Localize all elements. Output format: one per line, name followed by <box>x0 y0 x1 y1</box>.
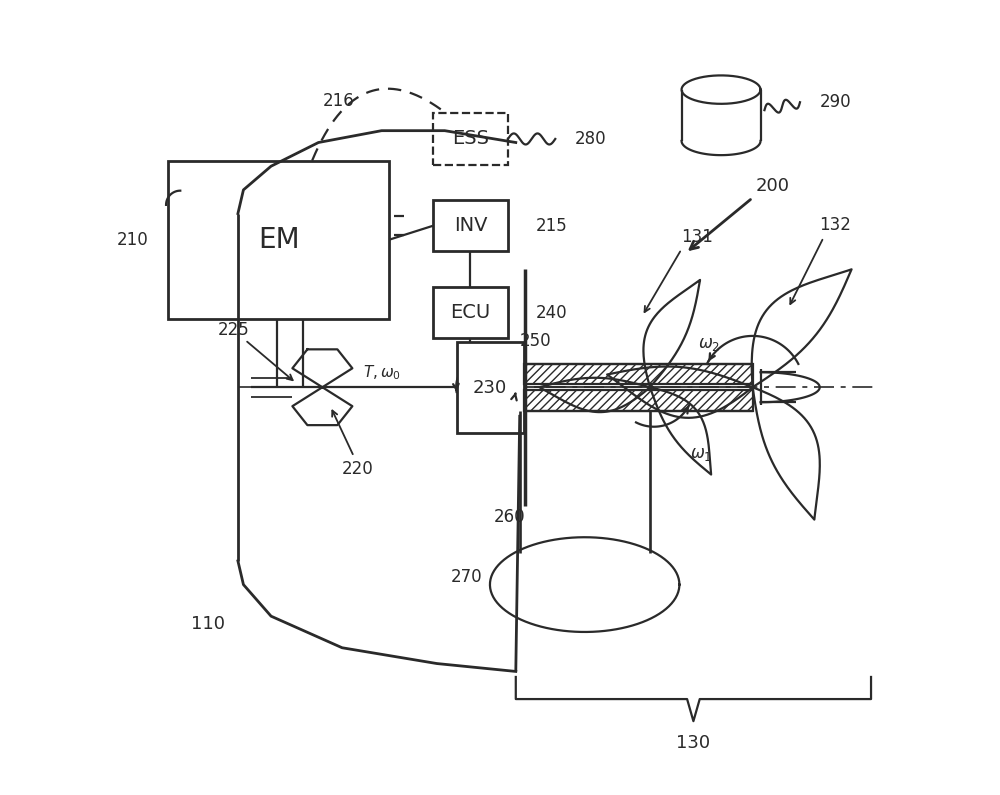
Bar <box>433 200 508 251</box>
Bar <box>524 390 753 411</box>
Text: 260: 260 <box>494 509 525 526</box>
Text: 131: 131 <box>681 228 713 246</box>
Text: 240: 240 <box>536 304 567 322</box>
Text: 216: 216 <box>322 92 354 111</box>
Bar <box>524 390 753 411</box>
Text: ESS: ESS <box>452 130 489 149</box>
Text: 200: 200 <box>755 177 789 195</box>
Bar <box>464 361 494 391</box>
Text: $\omega_1$: $\omega_1$ <box>690 445 712 463</box>
Text: 132: 132 <box>820 216 851 235</box>
Text: 280: 280 <box>575 130 607 148</box>
Text: 220: 220 <box>342 460 374 478</box>
Text: 270: 270 <box>450 568 482 586</box>
Bar <box>433 114 508 165</box>
Text: 230: 230 <box>473 378 507 397</box>
Bar <box>457 342 524 433</box>
Text: EM: EM <box>258 226 300 254</box>
Bar <box>433 287 508 339</box>
Text: $T,\omega_0$: $T,\omega_0$ <box>363 363 401 382</box>
Text: 130: 130 <box>676 735 710 752</box>
Text: ECU: ECU <box>450 303 491 322</box>
Text: $\omega_2$: $\omega_2$ <box>698 335 720 353</box>
Text: 225: 225 <box>217 321 249 339</box>
Text: 250: 250 <box>520 332 551 351</box>
Bar <box>524 363 753 384</box>
Text: INV: INV <box>454 216 487 235</box>
Text: 210: 210 <box>117 231 149 249</box>
Text: 290: 290 <box>820 93 851 111</box>
Bar <box>168 161 389 319</box>
Text: 110: 110 <box>191 615 225 633</box>
Text: 215: 215 <box>535 217 567 235</box>
Bar <box>524 363 753 384</box>
